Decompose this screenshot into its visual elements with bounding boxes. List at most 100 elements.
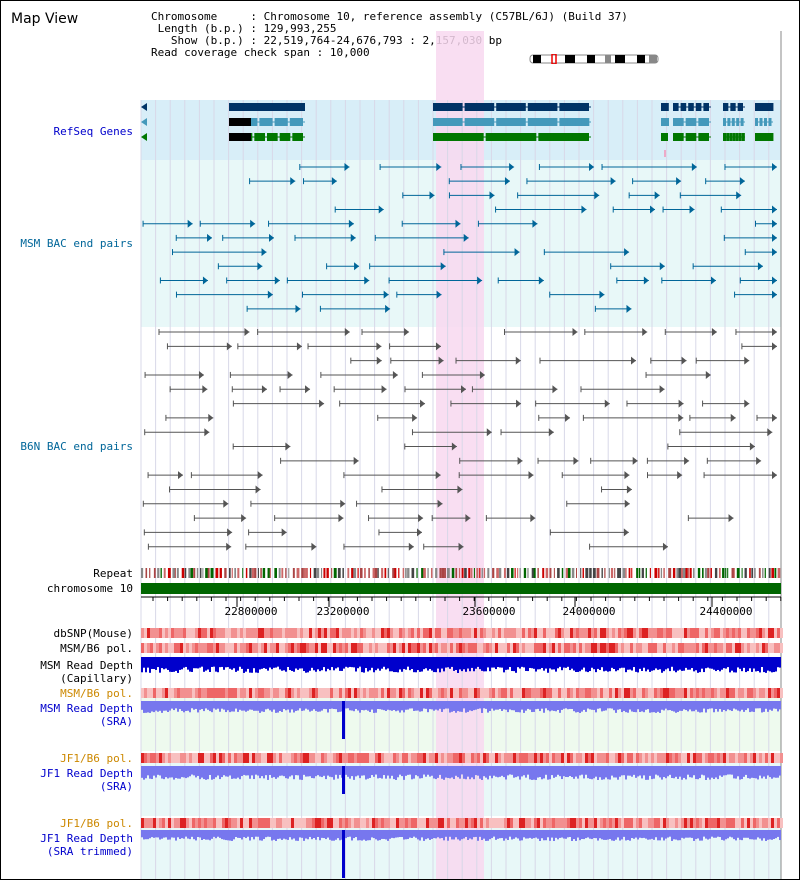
label-msm-bac-end-pairs[interactable]: MSM BAC end pairs — [20, 237, 133, 250]
read-depth-bar — [253, 701, 255, 711]
read-depth-bar — [555, 766, 557, 777]
read-depth-bar — [361, 701, 363, 711]
msm-bac-pair-end — [250, 219, 256, 228]
b6n-bac-pair-end — [461, 385, 467, 394]
polymorphism-cell — [633, 753, 636, 763]
polymorphism-cell — [360, 628, 363, 638]
read-depth-bar — [619, 701, 621, 710]
chromosome-ideogram[interactable] — [529, 54, 659, 64]
read-depth-bar — [763, 657, 765, 673]
polymorphism-cell — [426, 643, 429, 653]
repeat-element — [553, 568, 555, 578]
polymorphism-cell — [699, 643, 702, 653]
gene-exon — [541, 103, 545, 111]
label-refseq-genes[interactable]: RefSeq Genes — [53, 125, 133, 138]
polymorphism-cell — [510, 643, 513, 653]
polymorphism-cell — [597, 628, 600, 638]
read-depth-bar — [531, 830, 533, 839]
polymorphism-cell — [477, 688, 480, 698]
read-depth-bar — [415, 701, 417, 711]
polymorphism-cell — [174, 688, 177, 698]
read-depth-bar — [451, 701, 453, 712]
polymorphism-cell — [510, 628, 513, 638]
repeat-element — [731, 568, 735, 578]
read-depth-bar — [409, 701, 411, 709]
read-depth-bar — [149, 701, 151, 713]
polymorphism-cell — [759, 688, 762, 698]
repeat-element — [316, 568, 320, 578]
polymorphism-cell — [435, 643, 438, 653]
read-depth-bar — [761, 830, 763, 841]
polymorphism-cell — [342, 688, 345, 698]
polymorphism-cell — [294, 818, 297, 828]
read-depth-bar — [259, 657, 261, 670]
coverage-value: 10,000 — [329, 46, 370, 59]
read-depth-bar — [557, 830, 559, 840]
polymorphism-cell — [657, 818, 660, 828]
read-depth-bar — [175, 657, 177, 671]
read-depth-bar — [649, 657, 651, 672]
gene-exon — [567, 118, 571, 126]
polymorphism-cell — [180, 628, 183, 638]
polymorphism-cell — [699, 628, 702, 638]
polymorphism-cell — [291, 628, 294, 638]
polymorphism-cell — [675, 753, 678, 763]
repeat-element — [441, 568, 445, 578]
repeat-element — [601, 568, 603, 578]
read-depth-bar — [305, 701, 307, 709]
gene-exon — [757, 103, 761, 111]
read-depth-bar — [379, 766, 381, 778]
polymorphism-cell — [624, 818, 627, 828]
read-depth-bar — [433, 701, 435, 711]
polymorphism-cell — [780, 753, 783, 763]
polymorphism-cell — [660, 688, 663, 698]
msm-bac-pair-end — [207, 233, 213, 242]
read-depth-bar — [305, 830, 307, 839]
read-depth-bar — [255, 657, 257, 673]
gene-exon — [755, 118, 758, 126]
polymorphism-cell — [234, 643, 237, 653]
b6n-bac-pair-end — [296, 342, 302, 351]
polymorphism-cell — [516, 628, 519, 638]
polymorphism-cell — [531, 818, 534, 828]
repeat-element — [498, 568, 502, 578]
read-depth-bar — [499, 657, 501, 668]
polymorphism-cell — [141, 753, 144, 763]
polymorphism-cell — [396, 818, 399, 828]
label-b6n-bac-end-pairs[interactable]: B6N BAC end pairs — [20, 440, 133, 453]
read-depth-bar — [459, 657, 461, 670]
repeat-element — [582, 568, 584, 578]
polymorphism-cell — [195, 643, 198, 653]
gene-exon — [680, 103, 687, 111]
gene-exon — [541, 133, 544, 141]
read-depth-bar — [605, 657, 607, 671]
polymorphism-cell — [762, 688, 765, 698]
read-depth-bar — [675, 701, 677, 713]
read-depth-bar — [561, 657, 563, 671]
chromosome-key: Chromosome — [151, 10, 244, 23]
polymorphism-cell — [771, 818, 774, 828]
read-depth-bar — [473, 830, 475, 838]
read-depth-bar — [635, 830, 637, 838]
polymorphism-cell — [411, 688, 414, 698]
b6n-bac-pair-end — [678, 413, 684, 422]
repeat-element — [774, 568, 777, 578]
label-line: (SRA trimmed) — [46, 845, 133, 858]
repeat-element — [181, 568, 185, 578]
repeat-element — [262, 568, 266, 578]
read-depth-bar — [721, 657, 723, 670]
gene-exon — [570, 103, 575, 111]
polymorphism-cell — [249, 688, 252, 698]
polymorphism-cell — [192, 628, 195, 638]
polymorphism-cell — [150, 643, 153, 653]
read-depth-bar — [469, 830, 471, 839]
read-depth-bar — [211, 766, 213, 780]
polymorphism-cell — [636, 643, 639, 653]
read-depth-bar — [479, 701, 481, 709]
polymorphism-cell — [459, 628, 462, 638]
read-depth-bar — [197, 766, 199, 776]
polymorphism-cell — [228, 643, 231, 653]
polymorphism-cell — [642, 688, 645, 698]
read-depth-bar — [743, 657, 745, 668]
